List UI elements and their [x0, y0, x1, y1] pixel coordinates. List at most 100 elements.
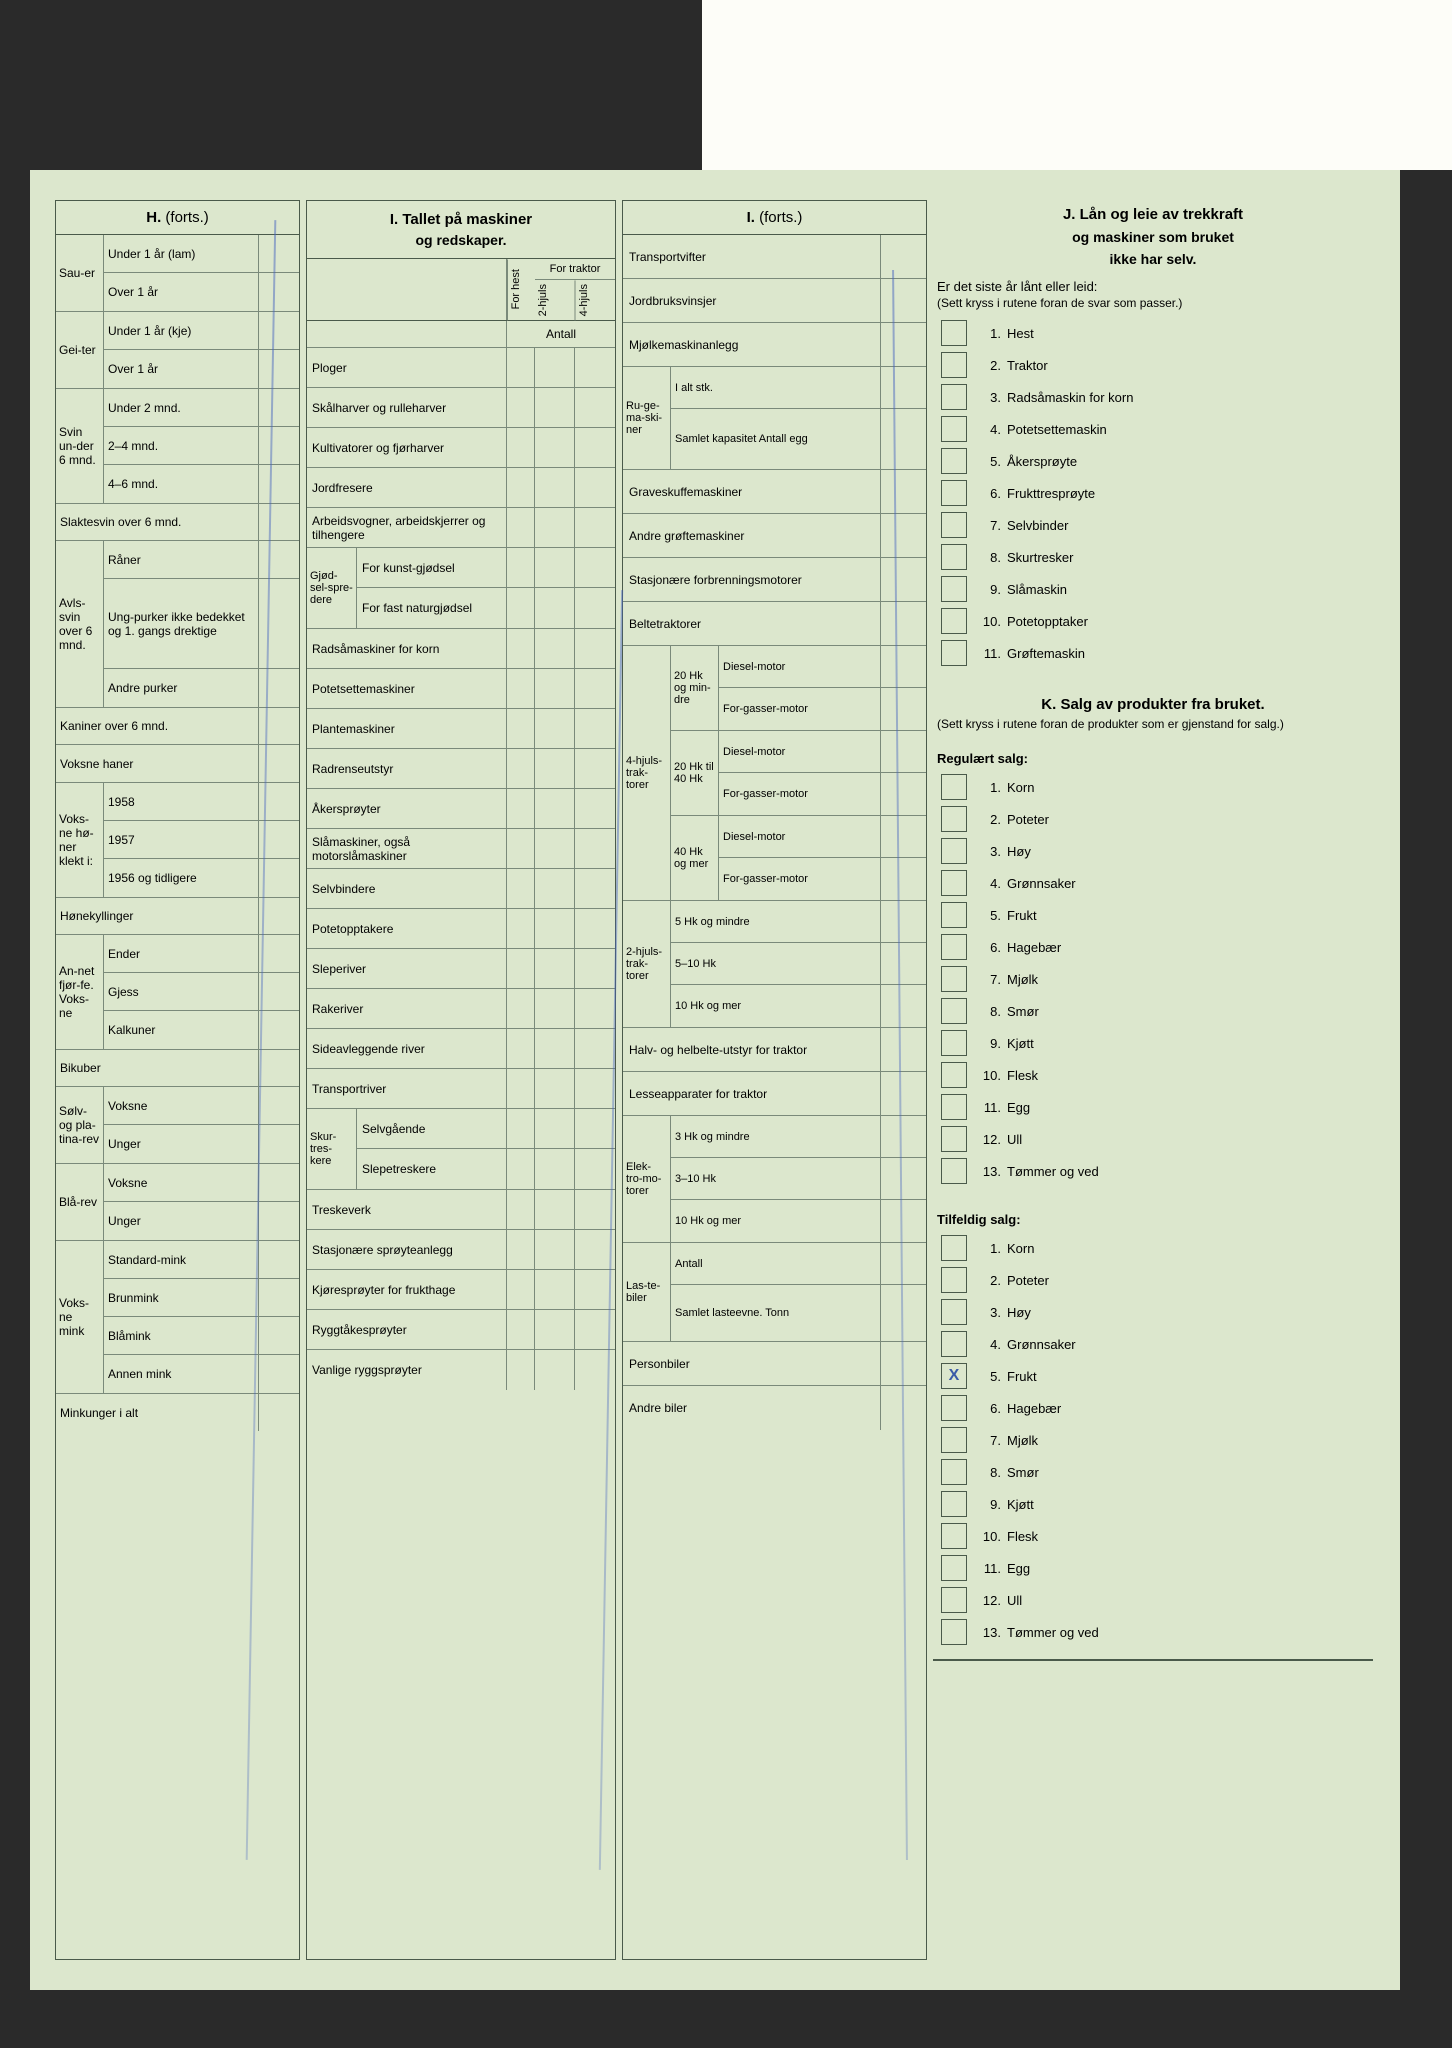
input-cell[interactable]	[881, 470, 926, 513]
input-cell[interactable]	[507, 829, 535, 868]
input-cell[interactable]	[535, 1069, 575, 1108]
checkbox[interactable]	[941, 576, 967, 602]
checkbox[interactable]	[941, 902, 967, 928]
input-cell[interactable]	[535, 1270, 575, 1309]
input-cell[interactable]	[535, 989, 575, 1028]
input-cell[interactable]	[259, 1279, 299, 1316]
checkbox[interactable]	[941, 1459, 967, 1485]
input-cell[interactable]	[535, 348, 575, 387]
input-cell[interactable]	[535, 1190, 575, 1229]
input-cell[interactable]	[575, 629, 615, 668]
input-cell[interactable]	[259, 935, 299, 972]
input-cell[interactable]	[259, 579, 299, 668]
input-cell[interactable]	[575, 829, 615, 868]
input-cell[interactable]	[259, 1011, 299, 1049]
input-cell[interactable]	[881, 323, 926, 366]
checkbox[interactable]	[941, 1555, 967, 1581]
input-cell[interactable]	[535, 468, 575, 507]
input-cell[interactable]	[881, 235, 926, 278]
input-cell[interactable]	[507, 1149, 535, 1189]
input-cell[interactable]	[575, 789, 615, 828]
input-cell[interactable]	[535, 388, 575, 427]
input-cell[interactable]	[507, 1190, 535, 1229]
input-cell[interactable]	[575, 1109, 615, 1148]
checkbox[interactable]	[941, 1491, 967, 1517]
input-cell[interactable]	[575, 1230, 615, 1269]
input-cell[interactable]	[259, 821, 299, 858]
checkbox[interactable]	[941, 838, 967, 864]
input-cell[interactable]	[507, 989, 535, 1028]
input-cell[interactable]	[535, 588, 575, 628]
input-cell[interactable]	[259, 1125, 299, 1163]
input-cell[interactable]	[507, 709, 535, 748]
input-cell[interactable]	[507, 949, 535, 988]
checkbox[interactable]	[941, 1331, 967, 1357]
input-cell[interactable]	[575, 709, 615, 748]
checkbox[interactable]	[941, 1126, 967, 1152]
input-cell[interactable]	[535, 629, 575, 668]
input-cell[interactable]	[259, 504, 299, 540]
checkbox[interactable]	[941, 966, 967, 992]
checkbox[interactable]	[941, 1395, 967, 1421]
input-cell[interactable]	[507, 669, 535, 708]
input-cell[interactable]	[259, 1241, 299, 1278]
input-cell[interactable]	[259, 541, 299, 578]
input-cell[interactable]	[881, 367, 926, 408]
checkbox[interactable]	[941, 934, 967, 960]
input-cell[interactable]	[259, 745, 299, 782]
input-cell[interactable]	[575, 1029, 615, 1068]
input-cell[interactable]	[575, 468, 615, 507]
input-cell[interactable]	[507, 909, 535, 948]
input-cell[interactable]	[535, 909, 575, 948]
checkbox[interactable]	[941, 1299, 967, 1325]
input-cell[interactable]	[535, 508, 575, 547]
input-cell[interactable]	[575, 1310, 615, 1349]
checkbox[interactable]	[941, 1235, 967, 1261]
checkbox[interactable]	[941, 774, 967, 800]
input-cell[interactable]	[575, 749, 615, 788]
input-cell[interactable]	[881, 1200, 926, 1242]
input-cell[interactable]	[881, 1243, 926, 1284]
input-cell[interactable]	[575, 949, 615, 988]
input-cell[interactable]	[507, 1029, 535, 1068]
input-cell[interactable]	[507, 348, 535, 387]
input-cell[interactable]	[259, 1087, 299, 1124]
input-cell[interactable]	[881, 1285, 926, 1341]
input-cell[interactable]	[259, 1355, 299, 1393]
input-cell[interactable]	[259, 1394, 299, 1431]
checkbox[interactable]	[941, 1619, 967, 1645]
input-cell[interactable]	[881, 1072, 926, 1115]
input-cell[interactable]	[259, 708, 299, 744]
input-cell[interactable]	[881, 602, 926, 645]
input-cell[interactable]	[507, 1270, 535, 1309]
input-cell[interactable]	[507, 388, 535, 427]
input-cell[interactable]	[507, 789, 535, 828]
input-cell[interactable]	[575, 909, 615, 948]
input-cell[interactable]	[507, 629, 535, 668]
input-cell[interactable]	[575, 548, 615, 587]
input-cell[interactable]	[575, 989, 615, 1028]
input-cell[interactable]	[507, 588, 535, 628]
input-cell[interactable]	[507, 749, 535, 788]
input-cell[interactable]	[881, 943, 926, 984]
checkbox[interactable]: X	[941, 1363, 967, 1389]
input-cell[interactable]	[535, 749, 575, 788]
checkbox[interactable]	[941, 998, 967, 1024]
input-cell[interactable]	[259, 898, 299, 934]
input-cell[interactable]	[259, 669, 299, 707]
input-cell[interactable]	[507, 1310, 535, 1349]
input-cell[interactable]	[881, 646, 926, 687]
checkbox[interactable]	[941, 544, 967, 570]
input-cell[interactable]	[881, 1342, 926, 1385]
input-cell[interactable]	[259, 312, 299, 349]
input-cell[interactable]	[535, 1029, 575, 1068]
input-cell[interactable]	[535, 1350, 575, 1390]
checkbox[interactable]	[941, 352, 967, 378]
checkbox[interactable]	[941, 1094, 967, 1120]
checkbox[interactable]	[941, 640, 967, 666]
input-cell[interactable]	[507, 1109, 535, 1148]
checkbox[interactable]	[941, 416, 967, 442]
checkbox[interactable]	[941, 1523, 967, 1549]
input-cell[interactable]	[575, 1190, 615, 1229]
checkbox[interactable]	[941, 1158, 967, 1184]
